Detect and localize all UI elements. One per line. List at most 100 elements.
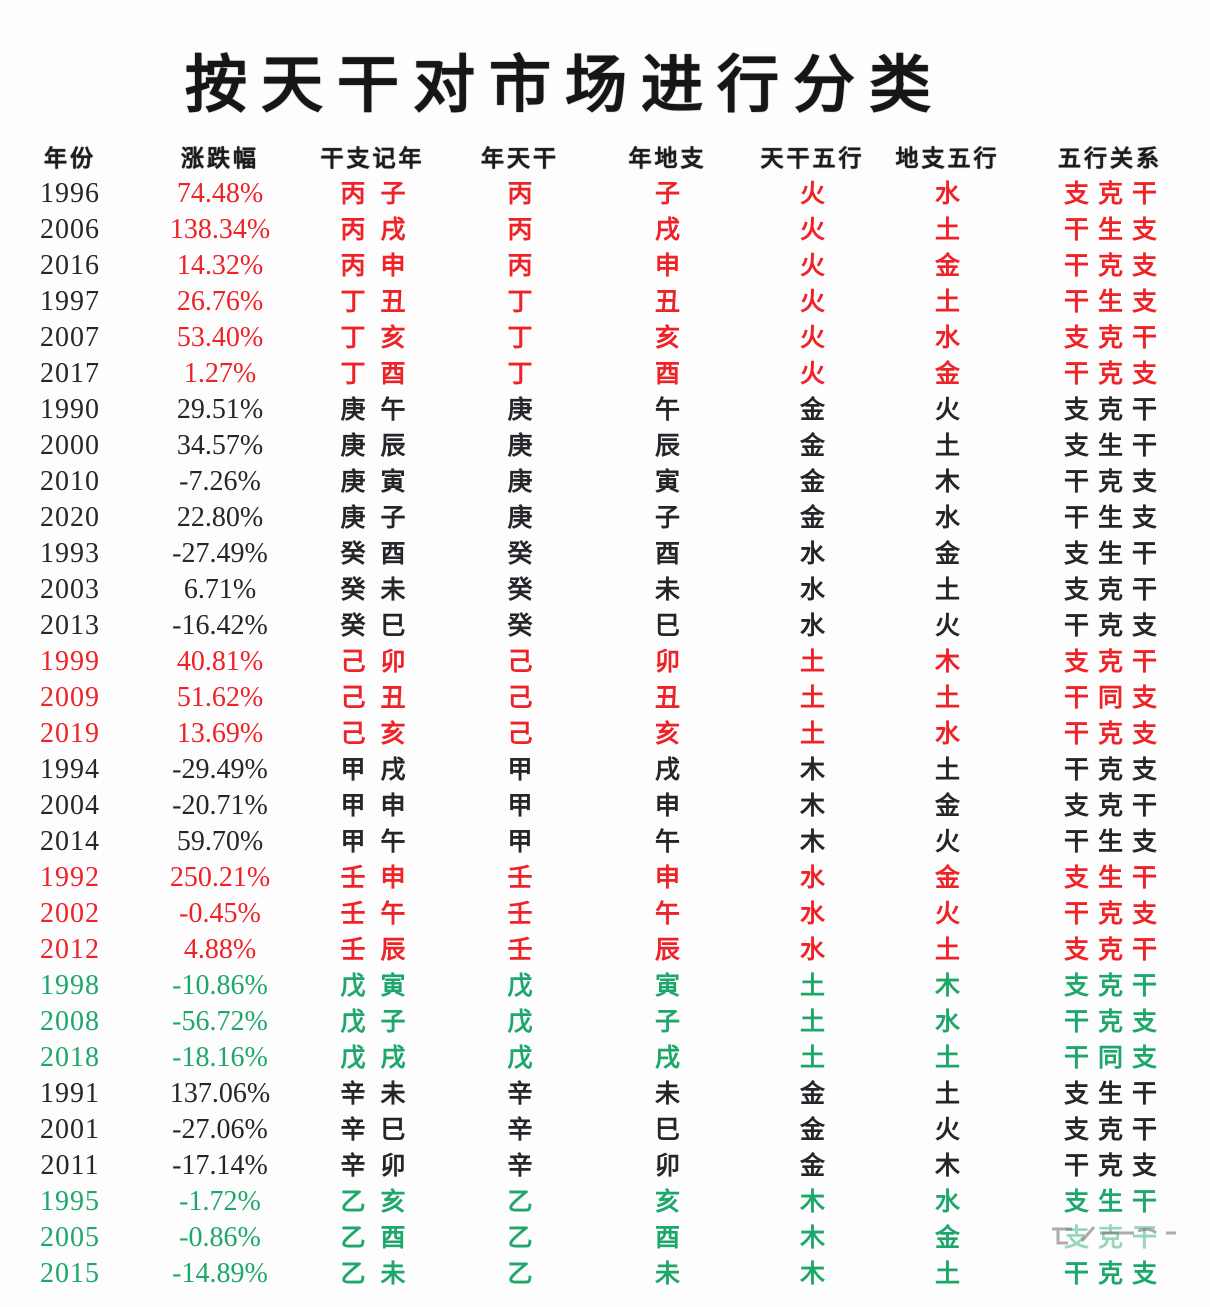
cell-relation: 干克支 bbox=[1063, 720, 1166, 748]
cell-ganzhi: 乙未 bbox=[340, 1260, 421, 1288]
table-row: 2011 -17.14% 辛卯 辛 卯 金 木 干克支 bbox=[0, 1148, 1210, 1184]
table-row: 1995 -1.72% 乙亥 乙 亥 木 水 支生干 bbox=[0, 1184, 1210, 1220]
cell-branch-element: 金 bbox=[934, 360, 960, 388]
cell-change: -17.14% bbox=[172, 1150, 268, 1181]
cell-stem: 壬 bbox=[507, 936, 533, 964]
cell-stem: 乙 bbox=[507, 1260, 533, 1288]
cell-ganzhi: 己亥 bbox=[340, 720, 421, 748]
cell-branch-element: 水 bbox=[934, 180, 960, 208]
cell-change: -7.26% bbox=[179, 466, 261, 497]
cell-year: 2019 bbox=[40, 718, 100, 749]
cell-relation: 支克干 bbox=[1063, 936, 1166, 964]
cell-stem-element: 水 bbox=[799, 540, 825, 568]
cell-branch-element: 水 bbox=[934, 1008, 960, 1036]
cell-stem: 壬 bbox=[507, 900, 533, 928]
table-row: 1992 250.21% 壬申 壬 申 水 金 支生干 bbox=[0, 860, 1210, 896]
cell-ganzhi: 辛卯 bbox=[340, 1152, 421, 1180]
cell-change: 137.06% bbox=[169, 1078, 271, 1109]
cell-stem: 癸 bbox=[507, 540, 533, 568]
cell-stem: 戊 bbox=[507, 1008, 533, 1036]
cell-year: 1995 bbox=[40, 1186, 100, 1217]
cell-stem-element: 火 bbox=[799, 180, 825, 208]
cell-relation: 支生干 bbox=[1063, 1188, 1166, 1216]
table-body: 1996 74.48% 丙子 丙 子 火 水 支克干 2006 138.34% … bbox=[0, 176, 1210, 1292]
cell-change: 14.32% bbox=[176, 250, 264, 281]
table-row: 2015 -14.89% 乙未 乙 未 木 土 干克支 bbox=[0, 1256, 1210, 1292]
cell-branch: 未 bbox=[654, 1080, 680, 1108]
cell-branch-element: 水 bbox=[934, 324, 960, 352]
cell-ganzhi: 辛巳 bbox=[340, 1116, 421, 1144]
cell-stem-element: 金 bbox=[799, 504, 825, 532]
cell-branch: 未 bbox=[654, 1260, 680, 1288]
cell-change: -14.89% bbox=[172, 1258, 268, 1289]
cell-stem: 己 bbox=[507, 684, 533, 712]
cell-branch-element: 金 bbox=[934, 252, 960, 280]
cell-stem-element: 土 bbox=[799, 720, 825, 748]
cell-year: 1997 bbox=[40, 286, 100, 317]
header-change: 涨跌幅 bbox=[181, 145, 259, 171]
cell-change: -20.71% bbox=[172, 790, 268, 821]
cell-stem: 乙 bbox=[507, 1188, 533, 1216]
cell-relation: 支克干 bbox=[1063, 324, 1166, 352]
cell-branch: 戌 bbox=[654, 1044, 680, 1072]
cell-ganzhi: 壬辰 bbox=[340, 936, 421, 964]
cell-branch: 亥 bbox=[654, 1188, 680, 1216]
cell-stem-element: 木 bbox=[799, 1260, 825, 1288]
cell-year: 2003 bbox=[40, 574, 100, 605]
cell-change: 250.21% bbox=[169, 862, 271, 893]
cell-branch: 巳 bbox=[654, 612, 680, 640]
cell-branch-element: 火 bbox=[934, 396, 960, 424]
cell-stem-element: 土 bbox=[799, 1044, 825, 1072]
cell-ganzhi: 己丑 bbox=[340, 684, 421, 712]
cell-stem: 丙 bbox=[507, 180, 533, 208]
table-row: 1990 29.51% 庚午 庚 午 金 火 支克干 bbox=[0, 392, 1210, 428]
cell-ganzhi: 癸未 bbox=[340, 576, 421, 604]
cell-branch-element: 土 bbox=[934, 684, 960, 712]
cell-stem: 辛 bbox=[507, 1080, 533, 1108]
cell-relation: 干生支 bbox=[1063, 504, 1166, 532]
cell-stem: 甲 bbox=[507, 828, 533, 856]
cell-stem-element: 火 bbox=[799, 288, 825, 316]
cell-change: -27.49% bbox=[172, 538, 268, 569]
cell-branch: 戌 bbox=[654, 216, 680, 244]
cell-ganzhi: 辛未 bbox=[340, 1080, 421, 1108]
cell-stem-element: 金 bbox=[799, 1080, 825, 1108]
cell-branch-element: 水 bbox=[934, 1188, 960, 1216]
cell-branch: 丑 bbox=[654, 684, 680, 712]
cell-relation: 干克支 bbox=[1063, 900, 1166, 928]
cell-branch-element: 土 bbox=[934, 756, 960, 784]
cell-relation: 干克支 bbox=[1063, 252, 1166, 280]
cell-year: 1991 bbox=[40, 1078, 100, 1109]
cell-ganzhi: 庚子 bbox=[340, 504, 421, 532]
cell-stem-element: 土 bbox=[799, 972, 825, 1000]
cell-relation: 支克干 bbox=[1063, 180, 1166, 208]
cell-relation: 干生支 bbox=[1063, 828, 1166, 856]
table-row: 2014 59.70% 甲午 甲 午 木 火 干生支 bbox=[0, 824, 1210, 860]
table-row: 2007 53.40% 丁亥 丁 亥 火 水 支克干 bbox=[0, 320, 1210, 356]
cell-relation: 支克干 bbox=[1063, 576, 1166, 604]
cell-change: -0.45% bbox=[179, 898, 261, 929]
cell-branch: 未 bbox=[654, 576, 680, 604]
cell-branch: 亥 bbox=[654, 324, 680, 352]
cell-stem-element: 土 bbox=[799, 684, 825, 712]
cell-relation: 干克支 bbox=[1063, 756, 1166, 784]
cell-ganzhi: 丙子 bbox=[340, 180, 421, 208]
cell-ganzhi: 丁亥 bbox=[340, 324, 421, 352]
cell-stem: 丁 bbox=[507, 360, 533, 388]
cell-year: 2016 bbox=[40, 250, 100, 281]
cell-branch-element: 木 bbox=[934, 468, 960, 496]
cell-stem-element: 金 bbox=[799, 1152, 825, 1180]
cell-year: 1996 bbox=[40, 178, 100, 209]
cell-branch-element: 土 bbox=[934, 216, 960, 244]
cell-ganzhi: 壬午 bbox=[340, 900, 421, 928]
cell-year: 1998 bbox=[40, 970, 100, 1001]
cell-change: 53.40% bbox=[176, 322, 264, 353]
cell-branch-element: 火 bbox=[934, 900, 960, 928]
header-stem: 年天干 bbox=[481, 145, 559, 171]
cell-relation: 干克支 bbox=[1063, 1008, 1166, 1036]
cell-branch: 巳 bbox=[654, 1116, 680, 1144]
cell-year: 2013 bbox=[40, 610, 100, 641]
table-row: 2017 1.27% 丁酉 丁 酉 火 金 干克支 bbox=[0, 356, 1210, 392]
cell-relation: 干同支 bbox=[1063, 684, 1166, 712]
cell-branch-element: 土 bbox=[934, 936, 960, 964]
